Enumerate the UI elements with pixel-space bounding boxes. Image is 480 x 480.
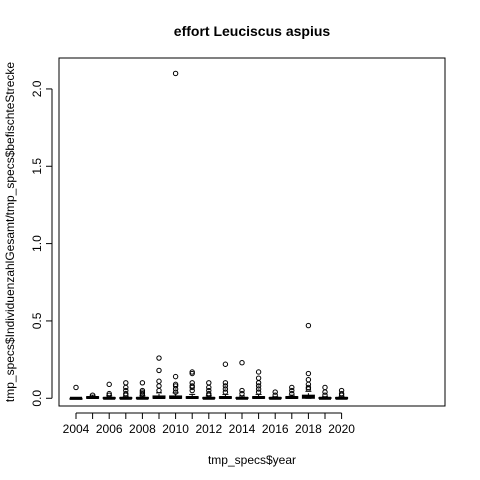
outlier-point	[239, 390, 245, 397]
plot-frame	[58, 57, 446, 407]
box-2014	[235, 359, 249, 400]
box-2004	[69, 384, 83, 400]
outlier-point	[289, 390, 295, 397]
outlier-point	[156, 367, 162, 374]
outlier-point	[89, 392, 96, 398]
outlier-point	[338, 390, 345, 397]
outlier-point	[239, 387, 245, 394]
box-2017	[285, 384, 299, 399]
box-2005	[86, 392, 100, 399]
y-tick-label: 1.5	[30, 158, 44, 175]
outlier-point	[123, 380, 129, 386]
box-2016	[268, 389, 282, 400]
outlier-point	[289, 387, 295, 394]
box-2009	[152, 355, 166, 399]
x-tick-label: 2020	[328, 422, 355, 436]
outlier-point	[156, 383, 162, 389]
box-2019	[318, 384, 332, 400]
box-2011	[185, 369, 199, 399]
outlier-point	[322, 389, 328, 395]
outlier-point	[172, 70, 179, 77]
outlier-point	[305, 381, 312, 388]
outlier-point	[206, 390, 212, 397]
outlier-point	[255, 389, 262, 395]
box-2018	[301, 322, 315, 399]
outlier-point	[255, 386, 262, 392]
x-tick-label: 2006	[96, 422, 123, 436]
y-tick-label: 2.0	[30, 80, 44, 97]
outlier-point	[222, 386, 229, 392]
box-2020	[335, 387, 349, 400]
x-tick-label: 2014	[229, 422, 256, 436]
box-2008	[135, 380, 149, 400]
x-tick-label: 2012	[195, 422, 222, 436]
outlier-point	[222, 383, 229, 389]
outlier-point	[123, 387, 129, 394]
outlier-point	[338, 387, 345, 394]
outlier-point	[305, 377, 312, 383]
outlier-point	[289, 384, 295, 391]
outlier-point	[73, 384, 79, 391]
y-tick-label: 1.0	[30, 235, 44, 252]
outlier-point	[156, 387, 162, 394]
outlier-point	[222, 380, 229, 386]
outlier-point	[189, 369, 195, 375]
outlier-point	[272, 389, 278, 395]
x-tick-label: 2010	[162, 422, 189, 436]
chart-title: effort Leuciscus aspius	[174, 23, 331, 39]
box-2015	[252, 369, 266, 399]
y-axis-label: tmp_specs$IndividuenzahlGesamt/tmp_specs…	[3, 62, 17, 403]
outlier-point	[123, 384, 129, 391]
outlier-point	[322, 392, 328, 398]
outlier-point	[206, 384, 212, 391]
outlier-point	[239, 359, 245, 366]
outlier-point	[272, 392, 278, 398]
outlier-point	[139, 380, 146, 386]
x-tick-label: 2004	[63, 422, 90, 436]
outlier-point	[206, 380, 212, 386]
outlier-point	[222, 361, 229, 367]
outlier-point	[123, 390, 129, 397]
box-2012	[202, 380, 216, 400]
outlier-point	[222, 389, 229, 395]
outlier-point	[172, 381, 179, 388]
outlier-point	[322, 384, 328, 391]
box-2006	[102, 381, 116, 400]
outlier-point	[106, 381, 112, 388]
x-axis-label: tmp_specs$year	[208, 453, 296, 467]
y-tick-label: 0.0	[30, 390, 44, 407]
outlier-point	[156, 355, 162, 361]
outlier-point	[189, 383, 195, 389]
outlier-point	[255, 369, 262, 375]
outlier-point	[206, 387, 212, 394]
x-tick-label: 2008	[129, 422, 156, 436]
outlier-point	[255, 383, 262, 389]
outlier-point	[139, 387, 146, 394]
boxes-group	[69, 70, 349, 400]
outlier-point	[172, 373, 179, 380]
outlier-point	[255, 380, 262, 386]
box-2007	[119, 380, 133, 400]
outlier-point	[156, 378, 162, 384]
x-axis: 2004 2006 2008 2010 2012 2014 2016 2018 2020	[63, 412, 355, 436]
outlier-point	[106, 390, 112, 397]
outlier-point	[305, 384, 312, 391]
box-2013	[218, 361, 232, 399]
outlier-point	[305, 370, 312, 377]
outlier-point	[305, 322, 312, 329]
y-axis: 0.0 0.5 1.0 1.5 2.0	[30, 80, 53, 407]
y-tick-label: 0.5	[30, 312, 44, 329]
box-2010	[169, 70, 183, 399]
outlier-point	[189, 380, 195, 386]
outlier-point	[172, 389, 179, 395]
x-tick-label: 2016	[262, 422, 289, 436]
outlier-point	[255, 375, 262, 381]
x-tick-label: 2018	[295, 422, 322, 436]
